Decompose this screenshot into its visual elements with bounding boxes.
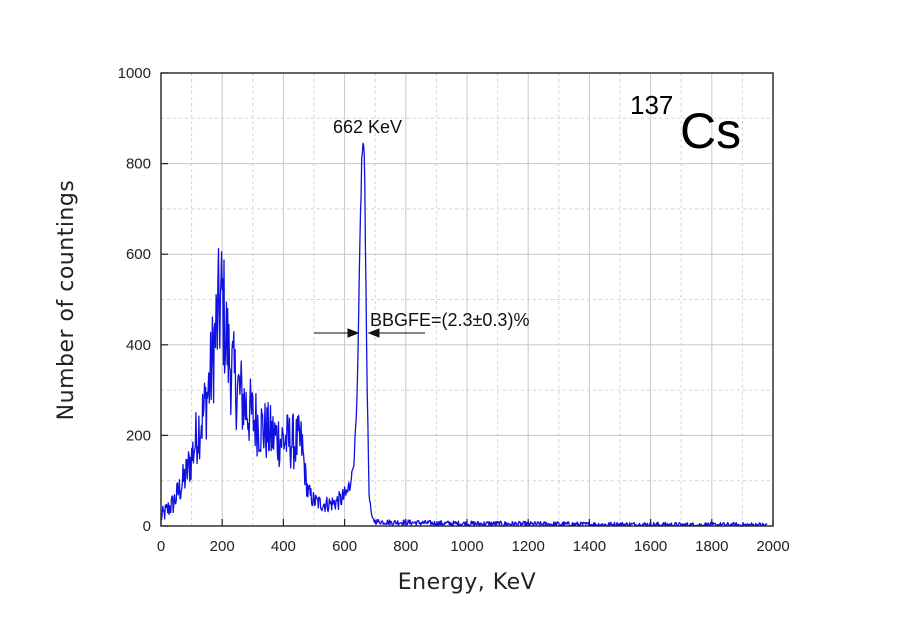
x-tick-label: 0 — [157, 538, 165, 555]
x-tick-label: 2000 — [756, 538, 789, 555]
isotope-mass-number: 137 — [630, 90, 673, 120]
y-tick-label: 400 — [126, 337, 151, 354]
x-tick-label: 1800 — [695, 538, 728, 555]
x-tick-label: 1200 — [512, 538, 545, 555]
y-tick-label: 800 — [126, 156, 151, 173]
fwhm-label: BBGFE=(2.3±0.3)% — [370, 310, 529, 330]
fwhm-arrows — [314, 328, 425, 338]
x-tick-label: 200 — [210, 538, 235, 555]
x-axis-title: Energy, KeV — [398, 570, 536, 595]
y-tick-label: 600 — [126, 246, 151, 263]
spectrum-line — [160, 142, 768, 527]
x-tick-label: 1600 — [634, 538, 667, 555]
isotope-element-symbol: Cs — [680, 103, 741, 159]
y-tick-label: 200 — [126, 427, 151, 444]
x-tick-label: 1400 — [573, 538, 606, 555]
y-axis-ticks: 0 200 400 600 800 1000 — [118, 65, 168, 535]
y-tick-label: 1000 — [118, 65, 151, 82]
x-axis-ticks: 0 200 400 600 800 1000 1200 1400 1600 1800 2000 — [157, 519, 790, 555]
x-tick-label: 1000 — [450, 538, 483, 555]
peak-label: 662 KeV — [333, 117, 402, 137]
plot-frame — [160, 72, 774, 527]
y-axis-title: Number of countings — [54, 180, 79, 421]
fwhm-left-arrowhead — [347, 328, 360, 338]
y-tick-label: 0 — [143, 518, 151, 535]
x-tick-label: 800 — [393, 538, 418, 555]
x-tick-label: 600 — [332, 538, 357, 555]
x-tick-label: 400 — [271, 538, 296, 555]
fwhm-right-arrowhead — [367, 328, 380, 338]
